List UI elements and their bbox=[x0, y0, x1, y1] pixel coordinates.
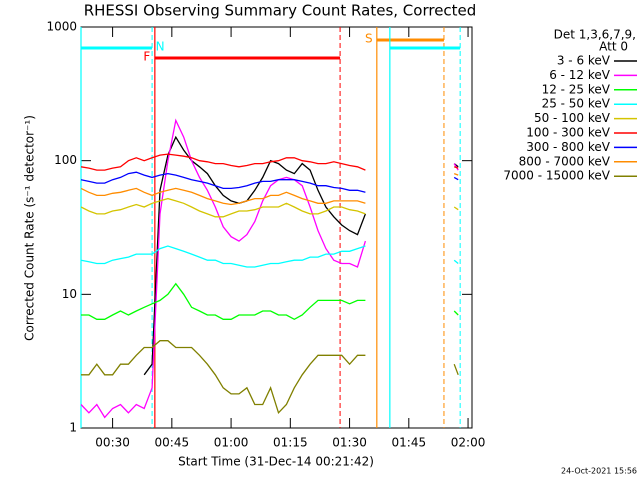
y-axis-label: Corrected Count Rate (s⁻¹ detector⁻¹) bbox=[23, 115, 37, 341]
chart-title: RHESSI Observing Summary Count Rates, Co… bbox=[84, 2, 477, 20]
series-line bbox=[81, 171, 459, 193]
series-line bbox=[81, 245, 459, 268]
legend-label: 50 - 100 keV bbox=[534, 111, 611, 125]
interval-label: N bbox=[156, 40, 165, 54]
series-line bbox=[143, 135, 459, 376]
x-axis-label: Start Time (31-Dec-14 00:21:42) bbox=[178, 455, 374, 469]
legend-label: 3 - 6 keV bbox=[557, 54, 611, 68]
interval-label: S bbox=[365, 32, 373, 46]
y-tick-label: 100 bbox=[54, 153, 77, 167]
legend-header: Att 0 bbox=[599, 40, 628, 54]
interval-label: F bbox=[143, 50, 150, 64]
x-tick-label: 01:45 bbox=[392, 436, 427, 450]
x-tick-label: 02:00 bbox=[451, 436, 486, 450]
series-line bbox=[81, 282, 459, 321]
legend-label: 800 - 7000 keV bbox=[519, 154, 611, 168]
legend-header: Det 1,3,6,7,9, bbox=[554, 28, 636, 42]
x-tick-label: 01:00 bbox=[214, 436, 249, 450]
plot-frame bbox=[80, 26, 473, 429]
y-tick-label: 10 bbox=[62, 287, 77, 301]
legend-label: 12 - 25 keV bbox=[542, 82, 611, 96]
legend-label: 25 - 50 keV bbox=[542, 97, 611, 111]
series-line bbox=[81, 118, 459, 419]
y-tick-label: 1 bbox=[69, 421, 77, 435]
x-tick-label: 01:30 bbox=[332, 436, 367, 450]
series-line bbox=[81, 153, 459, 171]
series-line bbox=[81, 172, 459, 206]
series-line bbox=[81, 340, 459, 415]
x-tick-label: 00:30 bbox=[95, 436, 130, 450]
x-tick-label: 00:45 bbox=[155, 436, 190, 450]
footer-date: 24-Oct-2021 15:56 bbox=[561, 467, 637, 476]
legend-label: 100 - 300 keV bbox=[526, 126, 610, 140]
legend-label: 7000 - 15000 keV bbox=[503, 169, 610, 183]
legend-label: 6 - 12 keV bbox=[549, 68, 611, 82]
y-tick-label: 1000 bbox=[46, 20, 77, 34]
legend-label: 300 - 800 keV bbox=[526, 140, 610, 154]
series-line bbox=[81, 197, 459, 218]
x-tick-label: 01:15 bbox=[273, 436, 308, 450]
